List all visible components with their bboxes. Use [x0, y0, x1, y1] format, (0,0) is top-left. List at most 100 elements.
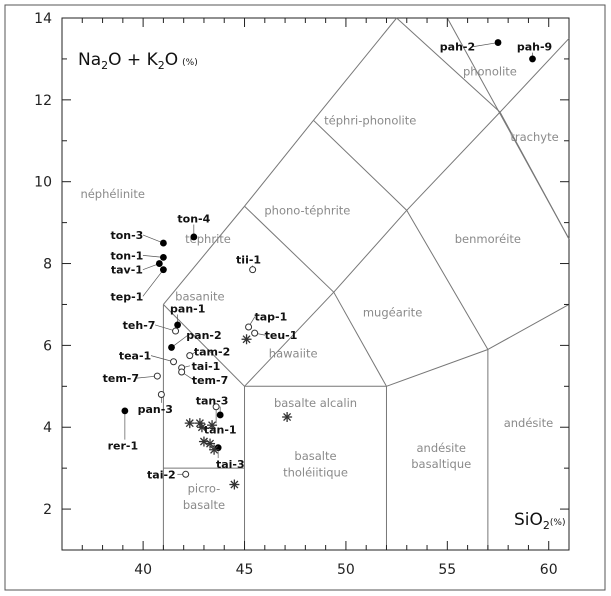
point-label-ton-1: ton-1 — [110, 249, 143, 262]
field-label-4: phono-téphrite — [264, 203, 350, 217]
point-label-rer-1: rer-1 — [108, 440, 139, 453]
point-label-tap-1: tap-1 — [254, 311, 287, 324]
x-tick-label: 45 — [236, 562, 254, 578]
field-label-17: basalte — [183, 498, 225, 512]
x-tick-label: 60 — [540, 562, 558, 578]
point-filled — [494, 39, 502, 46]
field-boundary-2 — [244, 119, 314, 207]
point-label-pan-3: pan-3 — [138, 403, 173, 416]
field-label-14: basalte — [294, 449, 336, 463]
point-label-tii-1: tii-1 — [236, 253, 261, 266]
point-open — [212, 403, 220, 411]
point-open — [170, 358, 178, 366]
y-tick-label: 6 — [43, 338, 52, 354]
leader-line — [142, 269, 164, 297]
point-open — [178, 368, 186, 376]
field-boundary-10 — [406, 111, 501, 211]
x-tick-label: 40 — [134, 562, 152, 578]
point-open — [182, 470, 190, 478]
field-boundary-22 — [446, 17, 570, 240]
point-filled — [529, 55, 536, 63]
leader-line — [473, 42, 499, 47]
point-filled — [174, 321, 181, 329]
y-tick-label: 4 — [43, 420, 52, 436]
point-label-teh-7: teh-7 — [123, 319, 156, 332]
x-tick-label: 55 — [438, 562, 456, 578]
point-label-pah-2: pah-2 — [440, 41, 475, 54]
point-filled — [160, 254, 167, 261]
field-label-12: andésite — [416, 441, 465, 455]
outer-frame — [4, 4, 606, 591]
point-filled — [160, 266, 167, 274]
point-label-pan-2: pan-2 — [186, 329, 221, 342]
point-asterisk — [229, 479, 240, 490]
field-labels: phonolite téphri-phonolite trachyte néphéli… — [80, 64, 558, 512]
point-label-tem-7: tem-7 — [192, 374, 228, 387]
point-open — [153, 372, 161, 380]
point-asterisk — [184, 418, 195, 429]
point-label-tan-3: tan-3 — [196, 395, 229, 408]
point-label-pah-9: pah-9 — [517, 41, 552, 54]
leader-line — [142, 234, 164, 244]
point-filled — [216, 411, 224, 419]
field-boundary-8 — [244, 291, 335, 387]
point-filled — [155, 260, 163, 267]
data-points — [121, 39, 536, 490]
point-filled — [190, 233, 198, 241]
field-boundary-15 — [244, 205, 335, 293]
point-label-teu-1: teu-1 — [265, 329, 298, 342]
point-open — [245, 323, 253, 331]
point-asterisk — [207, 420, 218, 431]
field-boundary-13 — [487, 304, 570, 350]
point-asterisk — [241, 334, 252, 345]
field-label-1: téphri-phonolite — [324, 113, 416, 127]
field-boundary-21 — [499, 38, 570, 113]
field-label-8: mugéarite — [363, 306, 422, 320]
point-label-tea-1: tea-1 — [119, 350, 151, 363]
y-tick-label: 8 — [43, 257, 52, 273]
point-label-tan-1: tan-1 — [204, 423, 237, 436]
point-filled — [168, 344, 175, 351]
field-label-2: trachyte — [510, 130, 558, 144]
point-filled — [160, 239, 167, 247]
y-tick-label: 12 — [34, 93, 52, 109]
point-labels: pah-2 pah-9 ton-4 ton-3 ton-1 tav-1 tep-1 tii-1… — [103, 41, 553, 482]
point-open — [157, 390, 165, 398]
field-boundary-12 — [386, 349, 489, 387]
field-boundary-3 — [313, 17, 398, 121]
field-boundary-9 — [333, 210, 408, 293]
axis-ticks: 40 45 50 55 60 2 4 6 8 10 12 14 — [34, 11, 570, 578]
field-label-15: tholéiitique — [283, 465, 348, 479]
field-boundary-19 — [333, 291, 387, 387]
point-asterisk — [209, 444, 220, 455]
field-boundary-16 — [313, 119, 408, 211]
leader-line — [154, 324, 176, 332]
x-tick-label: 50 — [337, 562, 355, 578]
x-axis-title: SiO2(%) — [514, 510, 565, 532]
point-label-tem-7: tem-7 — [103, 372, 139, 385]
field-label-9: hawaiite — [269, 347, 318, 361]
field-label-16: picro- — [188, 482, 221, 496]
point-asterisk — [194, 418, 205, 429]
field-label-3: néphélinite — [80, 187, 145, 201]
point-label-tai-3: tai-3 — [216, 458, 245, 471]
y-tick-label: 14 — [34, 11, 52, 27]
point-open — [172, 327, 180, 335]
point-label-tav-1: tav-1 — [111, 264, 143, 277]
point-asterisk — [205, 438, 216, 449]
field-boundary-14 — [163, 304, 245, 387]
leader-line — [150, 355, 174, 363]
field-label-7: basanite — [175, 289, 224, 303]
point-open — [186, 352, 194, 360]
point-label-pan-1: pan-1 — [170, 303, 205, 316]
field-label-13: basaltique — [411, 457, 471, 471]
point-open — [251, 329, 259, 337]
field-label-10: basalte alcalin — [274, 396, 357, 410]
leader-line — [142, 255, 164, 258]
field-label-11: andésite — [504, 416, 553, 430]
point-open — [249, 266, 257, 274]
point-label-tam-2: tam-2 — [194, 346, 230, 359]
point-asterisk — [196, 422, 207, 433]
field-boundary-1 — [163, 205, 245, 305]
